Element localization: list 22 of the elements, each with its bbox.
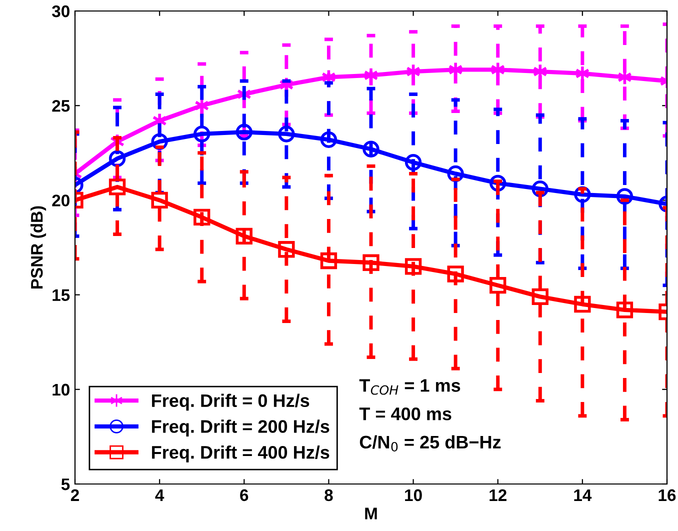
legend-label: Freq. Drift = 200 Hz/s bbox=[152, 420, 330, 436]
x-tick-label: 4 bbox=[155, 489, 164, 501]
y-tick-label: 30 bbox=[52, 5, 70, 18]
y-tick-label: 5 bbox=[61, 478, 70, 490]
legend-label: Freq. Drift = 400 Hz/s bbox=[152, 446, 330, 462]
y-axis-title: PSNR (dB) bbox=[30, 206, 46, 289]
x-tick-label: 14 bbox=[574, 489, 592, 501]
x-axis-title: M bbox=[365, 508, 377, 520]
y-tick-label: 15 bbox=[52, 289, 70, 302]
y-tick-label: 10 bbox=[52, 384, 70, 396]
legend-label: Freq. Drift = 0 Hz/s bbox=[152, 394, 310, 411]
x-tick-label: 10 bbox=[405, 489, 422, 502]
x-tick-label: 2 bbox=[70, 489, 79, 501]
x-tick-label: 12 bbox=[490, 489, 506, 501]
x-tick-label: 16 bbox=[658, 489, 676, 502]
x-tick-label: 8 bbox=[324, 489, 333, 502]
y-tick-label: 25 bbox=[52, 100, 70, 112]
annotation: T$_{COH}$ = 1 ms bbox=[359, 379, 460, 395]
annotation: C/N$_{0}$ = 25 dB−Hz bbox=[360, 435, 501, 452]
x-tick-label: 6 bbox=[240, 489, 248, 502]
annotation: T = 400 ms bbox=[359, 407, 452, 420]
y-tick-label: 20 bbox=[52, 194, 70, 206]
